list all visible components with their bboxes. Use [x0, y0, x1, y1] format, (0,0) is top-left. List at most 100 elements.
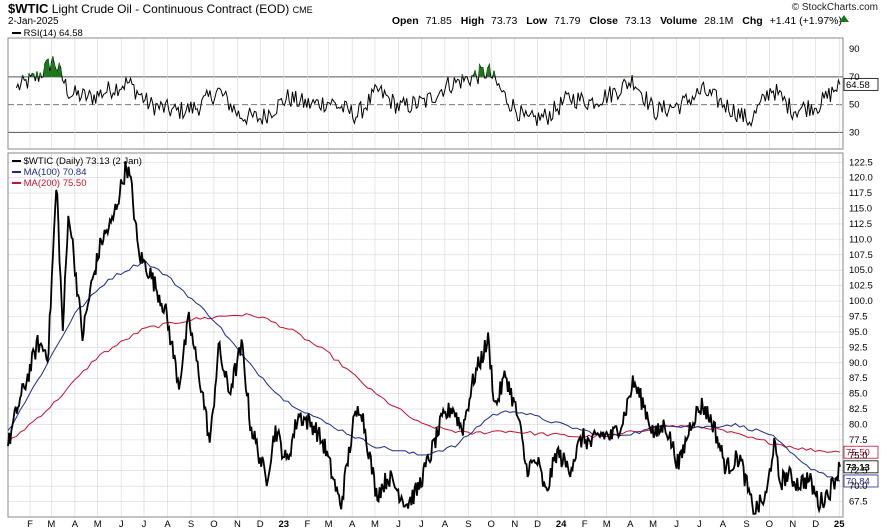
x-tick-label: S	[743, 519, 749, 530]
x-tick-label: N	[789, 519, 796, 530]
price-legend-icon	[12, 160, 21, 163]
high-value: 73.73	[491, 15, 518, 27]
price-value-tag	[843, 460, 879, 474]
low-value: 71.79	[554, 15, 581, 27]
exchange: CME	[292, 5, 313, 15]
price-value-label: 75.50	[846, 448, 870, 459]
price-panel-frame	[7, 152, 844, 518]
rsi-legend-icon	[12, 32, 21, 35]
ma100-legend-icon	[12, 171, 21, 174]
x-tick-label: J	[142, 519, 147, 530]
price-tick-label: 77.5	[849, 435, 868, 446]
chg-value: +1.41 (+1.97%)	[769, 15, 842, 27]
ma100-line	[7, 261, 841, 482]
price-legend-name: $WTIC (Daily)	[23, 156, 84, 167]
x-tick-label: N	[511, 519, 518, 530]
rsi-panel-frame	[7, 37, 844, 150]
rsi-tick-label: 30	[849, 127, 860, 138]
x-tick-label: 23	[279, 519, 290, 530]
price-tick-label: 92.5	[849, 342, 868, 353]
close-label: Close	[589, 15, 618, 27]
price-value-tag	[843, 445, 879, 459]
ma100-legend-value: 70.84	[62, 167, 87, 178]
x-tick-label: 25	[834, 519, 845, 530]
price-value-label: 70.84	[846, 476, 870, 487]
chg-label: Chg	[742, 15, 763, 27]
price-tick-label: 120.0	[849, 173, 873, 184]
price-tick-label: 85.0	[849, 389, 868, 400]
open-value: 71.85	[425, 15, 452, 27]
price-tick-label: 110.0	[849, 234, 872, 245]
open-label: Open	[391, 15, 419, 27]
ma100-legend-name: MA(100)	[23, 167, 61, 178]
rsi-value-tag	[843, 77, 879, 91]
price-tick-label: 117.5	[849, 188, 872, 199]
x-tick-label: F	[304, 519, 310, 530]
x-tick-label: S	[188, 519, 194, 530]
price-line	[7, 161, 841, 515]
x-tick-label: M	[47, 519, 55, 530]
close-value: 73.13	[624, 15, 652, 27]
rsi-legend: RSI(14) 64.58	[12, 28, 83, 39]
x-tick-label: J	[396, 519, 401, 530]
price-legend: $WTIC (Daily) 73.13 (2 Jan) MA(100) 70.8…	[12, 156, 142, 189]
rsi-value-label: 64.58	[846, 80, 870, 91]
instrument-name: Light Crude Oil - Continuous Contract (E…	[51, 2, 290, 16]
price-tick-label: 112.5	[849, 219, 872, 230]
x-tick-label: D	[812, 519, 819, 530]
x-tick-label: M	[371, 519, 379, 530]
price-tick-label: 102.5	[849, 281, 873, 292]
ma200-legend-name: MA(200)	[23, 178, 61, 189]
x-tick-label: A	[720, 519, 727, 530]
price-tick-label: 115.0	[849, 204, 872, 215]
price-tick-label: 100.0	[849, 296, 873, 307]
x-tick-label: M	[325, 519, 333, 530]
x-tick-label: A	[627, 519, 634, 530]
x-tick-label: A	[72, 519, 79, 530]
x-tick-label: D	[534, 519, 541, 530]
rsi-tick-label: 70	[849, 72, 860, 83]
price-tick-label: 80.0	[849, 419, 868, 430]
ma200-legend-icon	[12, 182, 21, 185]
ma200-line	[7, 313, 841, 453]
x-tick-label: O	[488, 519, 495, 530]
price-tick-label: 97.5	[849, 311, 868, 322]
price-tick-label: 105.0	[849, 265, 873, 276]
x-tick-label: J	[674, 519, 679, 530]
price-tick-label: 90.0	[849, 358, 868, 369]
x-tick-label: D	[257, 519, 264, 530]
price-value-tag	[843, 474, 879, 488]
rsi-tick-label: 90	[849, 44, 860, 55]
rsi-overbought-fill	[21, 56, 633, 77]
low-label: Low	[526, 15, 548, 27]
chart-title: $WTIC Light Crude Oil - Continuous Contr…	[8, 1, 313, 16]
price-legend-value: 73.13 (2 Jan)	[85, 156, 142, 167]
x-tick-label: M	[94, 519, 102, 530]
symbol: $WTIC	[8, 1, 49, 16]
x-tick-label: O	[210, 519, 217, 530]
x-tick-label: M	[649, 519, 657, 530]
price-tick-label: 70.0	[849, 481, 868, 492]
volume-label: Volume	[660, 15, 698, 27]
x-tick-label: N	[234, 519, 241, 530]
rsi-legend-label: RSI(14) 64.58	[23, 28, 83, 39]
brand-watermark: © StockCharts.com	[791, 2, 878, 13]
price-tick-label: 75.0	[849, 450, 868, 461]
high-label: High	[460, 15, 485, 27]
x-tick-label: F	[582, 519, 588, 530]
price-tick-label: 107.5	[849, 250, 873, 261]
price-tick-label: 72.5	[849, 466, 868, 477]
up-triangle-icon	[839, 15, 849, 22]
ma200-legend-value: 75.50	[62, 178, 87, 189]
rsi-tick-label: 50	[849, 100, 860, 111]
ohlc-summary: Open 71.85 High 73.73 Low 71.79 Close 73…	[392, 15, 842, 27]
price-tick-label: 87.5	[849, 373, 868, 384]
x-tick-label: A	[349, 519, 356, 530]
x-tick-label: A	[164, 519, 171, 530]
volume-value: 28.1M	[704, 15, 734, 27]
rsi-line	[15, 56, 841, 128]
price-tick-label: 67.5	[849, 497, 868, 508]
x-tick-label: A	[442, 519, 449, 530]
x-tick-label: J	[119, 519, 124, 530]
